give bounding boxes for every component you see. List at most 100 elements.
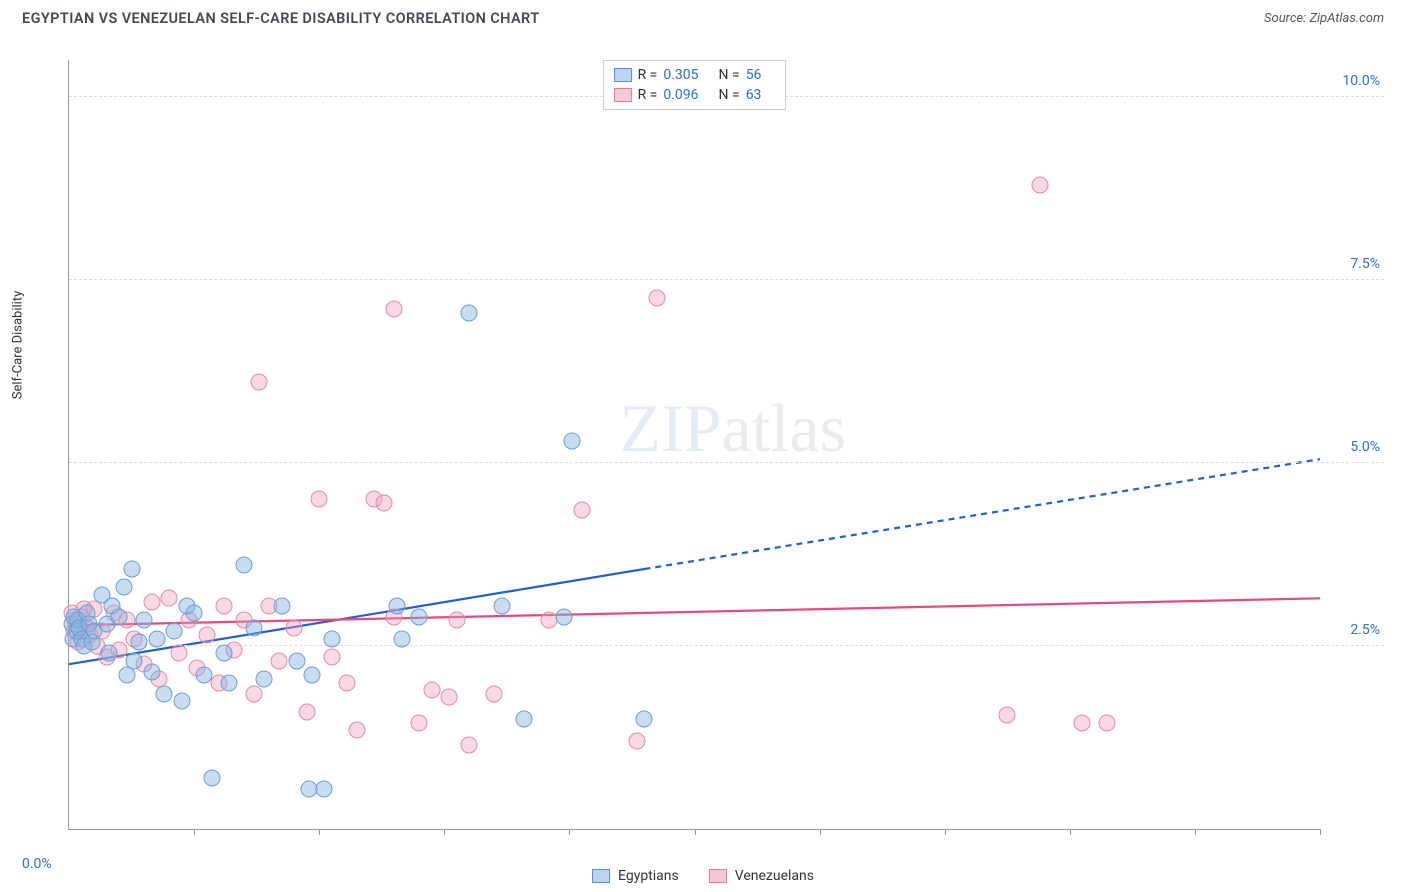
- scatter-point: [516, 711, 533, 728]
- plot-area: ZIPatlas R = 0.305 N = 56 R = 0.096 N = …: [68, 60, 1320, 830]
- n-label: N =: [719, 87, 740, 103]
- scatter-point: [196, 667, 213, 684]
- scatter-point: [111, 608, 128, 625]
- legend-row-egyptians: R = 0.305 N = 56: [614, 65, 776, 85]
- scatter-point: [573, 502, 590, 519]
- scatter-point: [236, 557, 253, 574]
- y-tick-label: 10.0%: [1342, 73, 1380, 89]
- scatter-point: [563, 432, 580, 449]
- scatter-point: [171, 645, 188, 662]
- scatter-point: [348, 722, 365, 739]
- x-axis-min-label: 0.0%: [22, 856, 52, 872]
- scatter-point: [393, 630, 410, 647]
- scatter-point: [441, 689, 458, 706]
- chart-header: EGYPTIAN VS VENEZUELAN SELF-CARE DISABIL…: [0, 0, 1406, 35]
- scatter-point: [221, 674, 238, 691]
- source-prefix: Source:: [1264, 11, 1309, 26]
- scatter-point: [186, 604, 203, 621]
- scatter-point: [461, 304, 478, 321]
- x-tick: [1320, 829, 1321, 835]
- scatter-point: [246, 619, 263, 636]
- scatter-point: [126, 652, 143, 669]
- scatter-point: [273, 597, 290, 614]
- legend-row-venezuelans: R = 0.096 N = 63: [614, 85, 776, 105]
- trend-lines-layer: [69, 60, 1320, 829]
- scatter-point: [161, 590, 178, 607]
- x-tick: [194, 829, 195, 835]
- scatter-point: [136, 612, 153, 629]
- scatter-point: [1074, 714, 1091, 731]
- scatter-point: [411, 714, 428, 731]
- legend-item-egyptians: Egyptians: [592, 868, 679, 884]
- scatter-point: [286, 619, 303, 636]
- scatter-point: [648, 290, 665, 307]
- x-tick: [1195, 829, 1196, 835]
- scatter-point: [338, 674, 355, 691]
- scatter-point: [323, 630, 340, 647]
- r-value-venezuelans: 0.096: [663, 87, 698, 103]
- x-tick: [1070, 829, 1071, 835]
- x-tick: [444, 829, 445, 835]
- x-tick: [945, 829, 946, 835]
- x-tick: [695, 829, 696, 835]
- scatter-point: [1099, 714, 1116, 731]
- scatter-point: [461, 736, 478, 753]
- swatch-egyptians: [614, 68, 632, 82]
- gridline: [69, 462, 1384, 463]
- scatter-point: [216, 645, 233, 662]
- scatter-point: [246, 685, 263, 702]
- scatter-point: [1031, 176, 1048, 193]
- scatter-point: [311, 491, 328, 508]
- scatter-point: [148, 630, 165, 647]
- r-label: R =: [638, 67, 658, 83]
- scatter-point: [118, 667, 135, 684]
- legend-label-egyptians: Egyptians: [618, 868, 679, 884]
- scatter-point: [156, 685, 173, 702]
- x-tick: [569, 829, 570, 835]
- n-value-venezuelans: 63: [746, 87, 762, 103]
- scatter-point: [636, 711, 653, 728]
- correlation-legend: R = 0.305 N = 56 R = 0.096 N = 63: [603, 60, 787, 110]
- y-tick-label: 2.5%: [1350, 622, 1380, 638]
- scatter-point: [448, 612, 465, 629]
- scatter-point: [116, 579, 133, 596]
- scatter-point: [298, 703, 315, 720]
- chart-source: Source: ZipAtlas.com: [1264, 11, 1384, 26]
- chart-container: Self-Care Disability ZIPatlas R = 0.305 …: [22, 42, 1384, 850]
- y-tick-label: 5.0%: [1350, 439, 1380, 455]
- scatter-point: [271, 652, 288, 669]
- scatter-point: [123, 561, 140, 578]
- scatter-point: [173, 692, 190, 709]
- series-legend: Egyptians Venezuelans: [592, 868, 814, 884]
- scatter-point: [143, 593, 160, 610]
- scatter-point: [166, 623, 183, 640]
- watermark: ZIPatlas: [619, 389, 846, 468]
- trend-line-dashed: [644, 459, 1320, 569]
- scatter-point: [101, 645, 118, 662]
- n-value-egyptians: 56: [746, 67, 762, 83]
- scatter-point: [423, 681, 440, 698]
- scatter-point: [999, 707, 1016, 724]
- scatter-point: [493, 597, 510, 614]
- scatter-point: [556, 608, 573, 625]
- gridline: [69, 279, 1384, 280]
- r-value-egyptians: 0.305: [663, 67, 698, 83]
- scatter-point: [143, 663, 160, 680]
- scatter-point: [303, 667, 320, 684]
- scatter-point: [486, 685, 503, 702]
- scatter-point: [203, 769, 220, 786]
- swatch-egyptians: [592, 869, 610, 883]
- scatter-point: [386, 301, 403, 318]
- swatch-venezuelans: [709, 869, 727, 883]
- gridline: [69, 645, 1384, 646]
- scatter-point: [316, 780, 333, 797]
- watermark-zip: ZIP: [619, 390, 721, 466]
- scatter-point: [198, 626, 215, 643]
- x-tick: [820, 829, 821, 835]
- scatter-point: [628, 733, 645, 750]
- swatch-venezuelans: [614, 88, 632, 102]
- n-label: N =: [719, 67, 740, 83]
- scatter-point: [131, 634, 148, 651]
- scatter-point: [251, 374, 268, 391]
- r-label: R =: [638, 87, 658, 103]
